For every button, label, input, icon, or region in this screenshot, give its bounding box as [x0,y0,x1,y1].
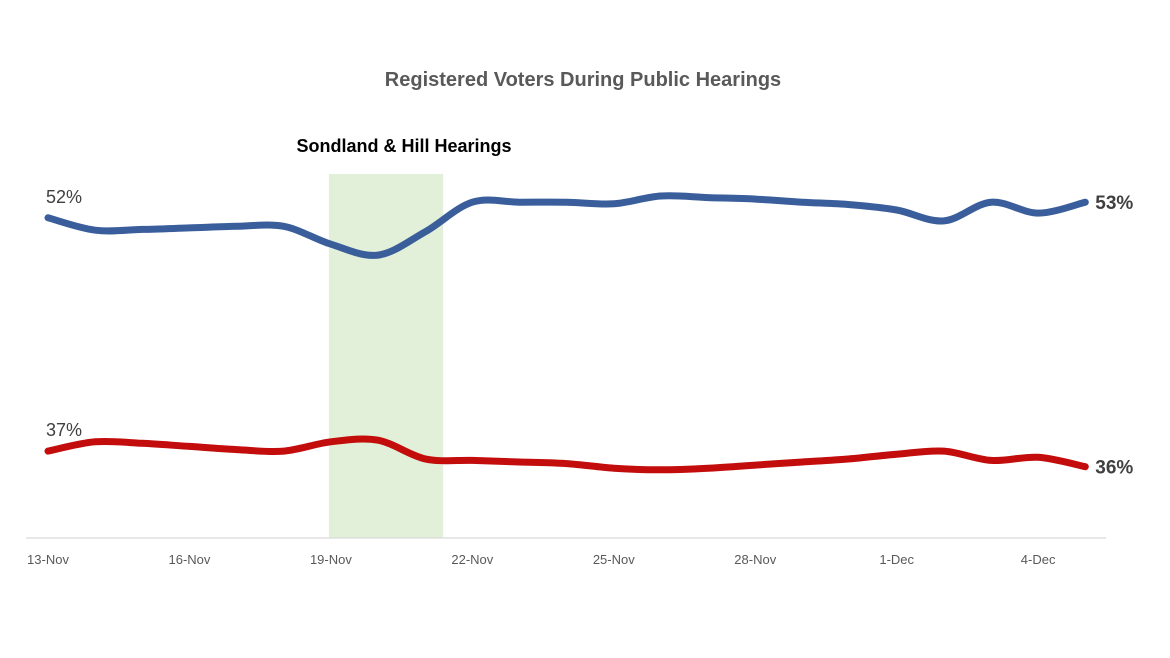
series-1-end-label: 53% [1095,193,1133,214]
series-line-2 [44,435,1089,474]
x-tick-label: 1-Dec [879,552,914,567]
x-tick-label: 4-Dec [1021,552,1056,567]
x-tick-label: 16-Nov [168,552,210,567]
x-tick-label: 13-Nov [27,552,69,567]
hearings-annotation-label: Sondland & Hill Hearings [296,136,511,156]
series-2-end-label: 36% [1095,458,1133,479]
x-tick-label: 25-Nov [593,552,635,567]
x-tick-label: 28-Nov [734,552,776,567]
series-line-1 [44,192,1089,259]
series-2-start-label: 37% [46,420,82,440]
x-tick-label: 19-Nov [310,552,352,567]
chart-title: Registered Voters During Public Hearings [385,69,781,91]
x-tick-label: 22-Nov [451,552,493,567]
series-1-start-label: 52% [46,187,82,207]
